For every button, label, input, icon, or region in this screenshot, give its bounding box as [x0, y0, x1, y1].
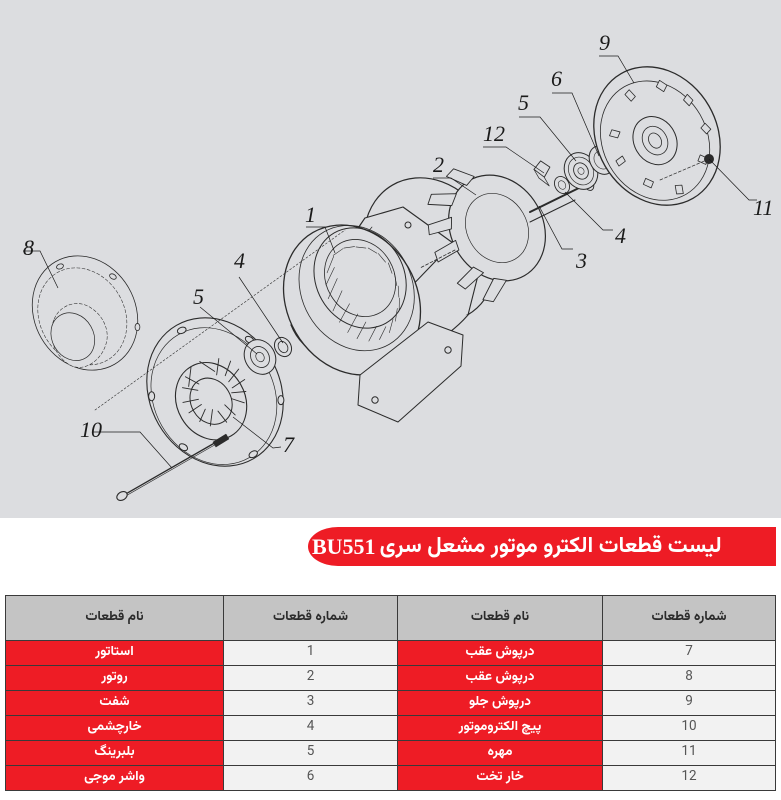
- svg-text:12: 12: [483, 121, 505, 146]
- svg-text:11: 11: [753, 195, 773, 220]
- svg-text:5: 5: [518, 90, 529, 115]
- svg-text:6: 6: [551, 66, 562, 91]
- svg-text:4: 4: [234, 248, 245, 273]
- svg-text:2: 2: [433, 152, 444, 177]
- svg-text:5: 5: [193, 284, 204, 309]
- svg-text:1: 1: [305, 202, 316, 227]
- svg-text:8: 8: [23, 235, 34, 260]
- svg-text:4: 4: [615, 223, 626, 248]
- svg-text:9: 9: [599, 30, 610, 55]
- svg-text:3: 3: [575, 248, 587, 273]
- svg-text:7: 7: [283, 432, 295, 457]
- svg-text:10: 10: [80, 417, 102, 442]
